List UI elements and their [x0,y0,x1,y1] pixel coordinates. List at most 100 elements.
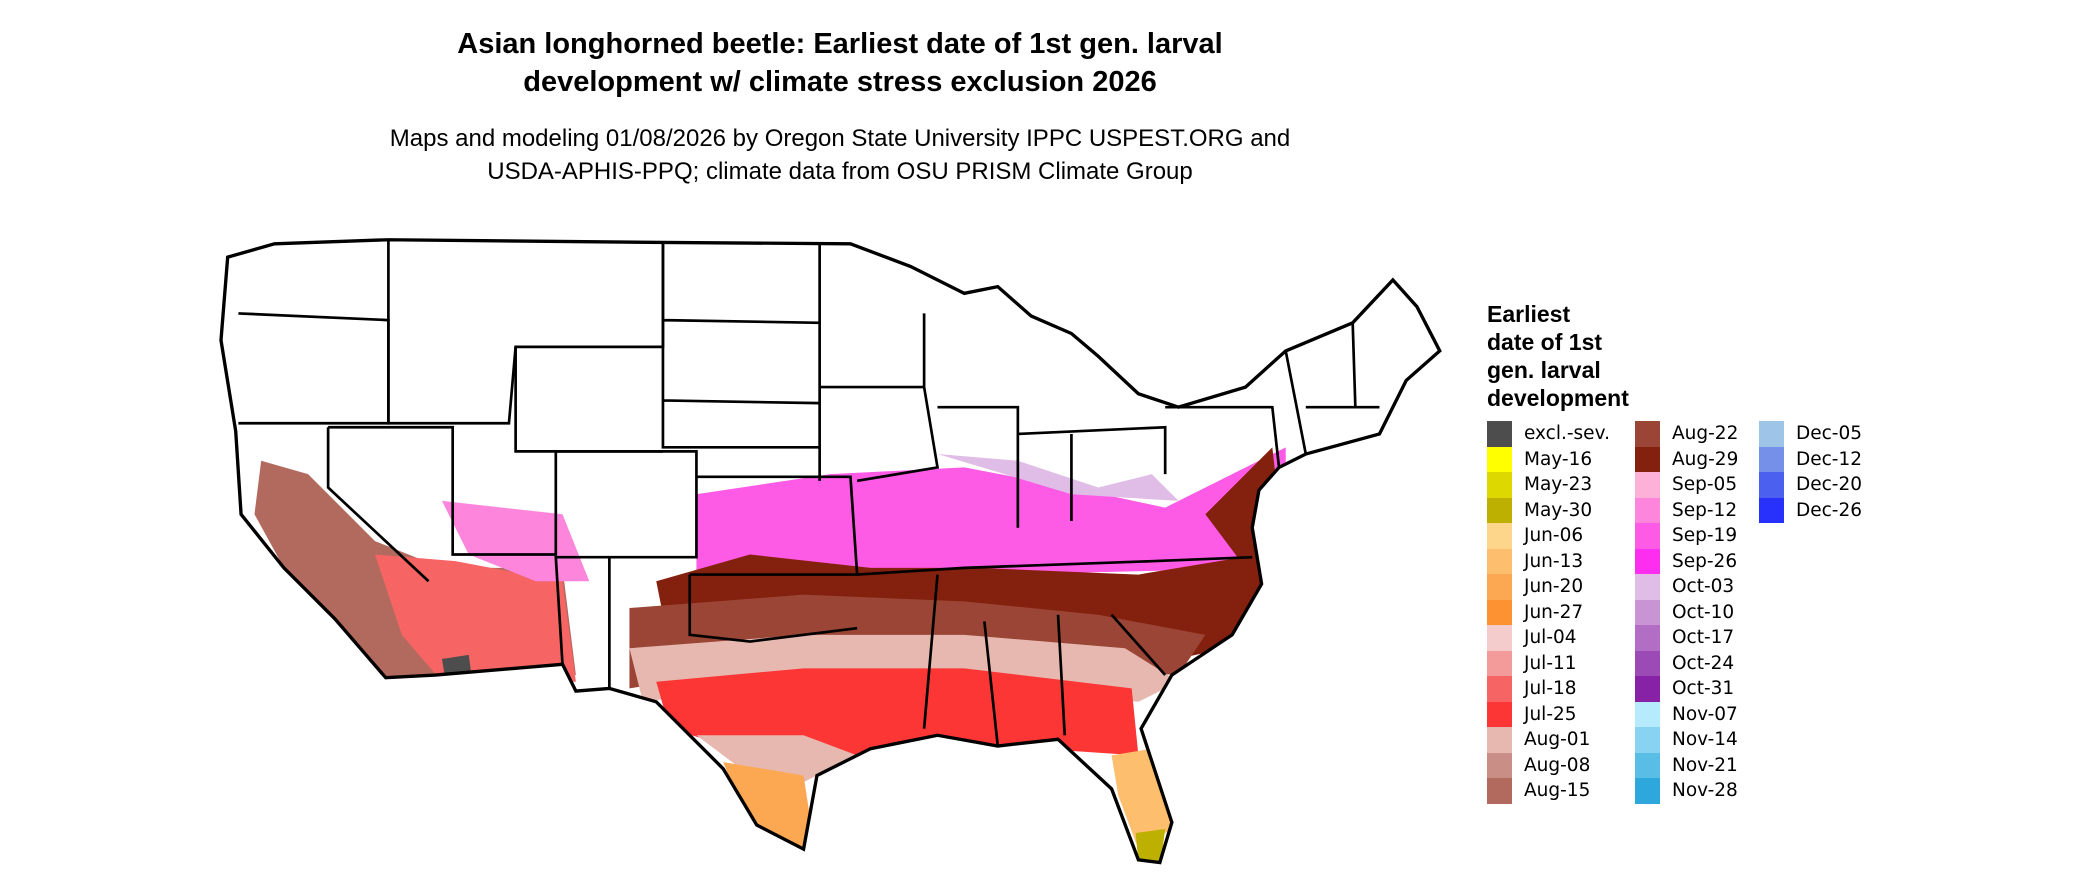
map-title: Asian longhorned beetle: Earliest date o… [240,25,1440,101]
legend-item: Dec-12 [1759,446,1862,472]
legend-label: Nov-07 [1672,703,1738,725]
legend-item: Jun-27 [1487,599,1610,625]
legend-swatch [1759,421,1784,447]
zone-sw-pink [441,500,590,582]
legend-swatch [1635,472,1660,498]
zone-jun-tx [723,762,817,863]
legend-swatch [1487,676,1512,702]
legend-label: Oct-03 [1672,576,1735,598]
legend-swatch [1635,548,1660,574]
legend-swatch [1635,650,1660,676]
legend-swatch [1635,701,1660,727]
zone-oct [937,454,1179,501]
legend-label: Jun-13 [1524,550,1584,572]
legend-label: May-30 [1524,499,1593,521]
legend-label: Oct-24 [1672,652,1735,674]
legend-label: Dec-05 [1796,423,1863,445]
legend-swatch [1487,472,1512,498]
legend-item: Jun-20 [1487,574,1610,600]
legend-label: Aug-08 [1524,754,1591,776]
legend-swatch [1487,574,1512,600]
map-subtitle: Maps and modeling 01/08/2026 by Oregon S… [240,122,1440,188]
legend-swatch [1635,752,1660,778]
legend-swatch [1635,727,1660,753]
legend-item: May-30 [1487,497,1610,523]
legend-item: Nov-07 [1635,701,1738,727]
phenology-raster [220,239,1440,863]
legend-swatch [1487,752,1512,778]
legend-label: excl.-sev. [1524,423,1610,445]
legend-label: May-23 [1524,474,1593,496]
legend-label: Jun-20 [1524,576,1584,598]
legend-item: May-16 [1487,446,1610,472]
legend-label: Nov-14 [1672,729,1738,751]
map-title-line-1: Asian longhorned beetle: Earliest date o… [457,28,1223,60]
legend-item: May-23 [1487,472,1610,498]
legend-label: Sep-26 [1672,550,1738,572]
legend-swatch [1759,497,1784,523]
legend-item: Jul-04 [1487,625,1610,651]
legend-swatch [1635,421,1660,447]
map-title-line-2: development w/ climate stress exclusion … [523,66,1157,98]
legend-column-2: Aug-22 Aug-29 Sep-05 Sep-12 Sep-19 Sep-26 Oct-… [1635,421,1738,804]
legend-item: Aug-22 [1635,421,1738,447]
legend-label: Jul-04 [1524,627,1577,649]
legend-swatch [1487,548,1512,574]
legend-swatch [1487,727,1512,753]
legend-item: Sep-26 [1635,548,1738,574]
legend-item: Jul-18 [1487,676,1610,702]
zone-sep [696,447,1286,582]
legend-title-line: date of 1st [1487,329,1603,355]
legend-column-3: Dec-05 Dec-12 Dec-20 Dec-26 [1759,421,1862,523]
legend-item: excl.-sev. [1487,421,1610,447]
legend-item: Oct-10 [1635,599,1738,625]
legend-label: Sep-19 [1672,525,1738,547]
legend-label: Oct-31 [1672,678,1735,700]
legend-swatch [1487,625,1512,651]
legend-label: Sep-05 [1672,474,1738,496]
legend-label: Oct-17 [1672,627,1735,649]
legend-item: Jun-06 [1487,523,1610,549]
legend-swatch [1487,650,1512,676]
legend-item: Sep-19 [1635,523,1738,549]
legend-label: Dec-20 [1796,474,1863,496]
legend-swatch [1487,446,1512,472]
map-subtitle-line-1: Maps and modeling 01/08/2026 by Oregon S… [389,125,1291,152]
legend-title-line: Earliest [1487,301,1571,327]
legend-label: Aug-22 [1672,423,1739,445]
legend-item: Nov-28 [1635,778,1738,804]
legend-item: Aug-08 [1487,752,1610,778]
legend-title-line: development [1487,385,1629,411]
legend-label: Aug-29 [1672,448,1739,470]
legend-label: Oct-10 [1672,601,1735,623]
legend-label: Jun-27 [1524,601,1584,623]
legend-title: Earliest date of 1st gen. larval develop… [1487,300,1629,412]
legend-item: Oct-24 [1635,650,1738,676]
legend-label: Aug-01 [1524,729,1591,751]
legend-item: Oct-03 [1635,574,1738,600]
legend-item: Oct-17 [1635,625,1738,651]
legend-item: Dec-26 [1759,497,1862,523]
legend-item: Aug-01 [1487,727,1610,753]
legend-item: Nov-14 [1635,727,1738,753]
legend-swatch [1487,701,1512,727]
legend-label: Nov-21 [1672,754,1738,776]
legend-swatch [1635,676,1660,702]
legend-label: Jun-06 [1524,525,1584,547]
legend-item: Aug-15 [1487,778,1610,804]
legend-swatch [1635,574,1660,600]
legend-item: Nov-21 [1635,752,1738,778]
legend-swatch [1759,446,1784,472]
legend-swatch [1487,778,1512,804]
legend-column-1: excl.-sev. May-16 May-23 May-30 Jun-06 Jun-13… [1487,421,1610,804]
legend-swatch [1635,523,1660,549]
legend-label: Sep-12 [1672,499,1738,521]
legend-label: Jul-11 [1524,652,1577,674]
zone-jul-light [696,735,858,783]
legend-swatch [1487,497,1512,523]
zone-excl [441,654,472,676]
legend-swatch [1635,778,1660,804]
legend-label: Jul-25 [1524,703,1577,725]
legend-item: Sep-05 [1635,472,1738,498]
legend-item: Aug-29 [1635,446,1739,472]
